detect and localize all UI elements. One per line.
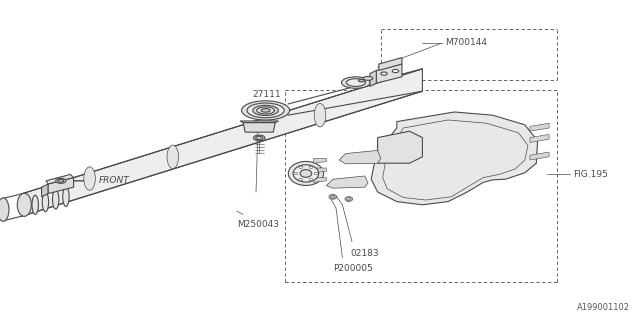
- Ellipse shape: [247, 103, 284, 118]
- Polygon shape: [314, 178, 326, 182]
- Ellipse shape: [63, 187, 69, 206]
- Ellipse shape: [253, 135, 265, 141]
- Ellipse shape: [261, 109, 270, 112]
- Polygon shape: [48, 178, 74, 194]
- Ellipse shape: [309, 166, 313, 168]
- Ellipse shape: [241, 101, 289, 120]
- Ellipse shape: [342, 77, 370, 88]
- Text: A199001102: A199001102: [577, 303, 630, 312]
- Ellipse shape: [345, 196, 353, 202]
- Ellipse shape: [300, 170, 312, 177]
- Text: 27111: 27111: [253, 90, 282, 99]
- Text: 02183: 02183: [350, 249, 379, 258]
- Polygon shape: [530, 123, 549, 131]
- Text: FRONT: FRONT: [99, 176, 130, 185]
- Ellipse shape: [294, 172, 298, 175]
- Polygon shape: [42, 184, 48, 197]
- Ellipse shape: [32, 195, 38, 214]
- Ellipse shape: [314, 104, 326, 127]
- Polygon shape: [371, 112, 538, 205]
- Ellipse shape: [309, 179, 313, 181]
- Ellipse shape: [52, 190, 59, 209]
- Ellipse shape: [257, 107, 275, 114]
- Ellipse shape: [347, 198, 351, 200]
- Text: M700144: M700144: [445, 38, 487, 47]
- Ellipse shape: [299, 166, 303, 168]
- Ellipse shape: [364, 76, 372, 80]
- Ellipse shape: [58, 179, 64, 182]
- Polygon shape: [379, 58, 402, 70]
- Ellipse shape: [17, 193, 31, 216]
- Ellipse shape: [253, 105, 278, 116]
- Polygon shape: [378, 131, 422, 163]
- Ellipse shape: [56, 178, 66, 183]
- Polygon shape: [314, 158, 326, 163]
- Ellipse shape: [288, 162, 323, 186]
- Ellipse shape: [346, 79, 365, 86]
- Ellipse shape: [314, 172, 318, 175]
- Polygon shape: [370, 70, 376, 86]
- Polygon shape: [530, 134, 549, 142]
- Text: P200005: P200005: [333, 264, 372, 273]
- Ellipse shape: [329, 195, 337, 199]
- Ellipse shape: [392, 69, 399, 73]
- Polygon shape: [339, 150, 381, 164]
- Ellipse shape: [293, 165, 319, 182]
- Ellipse shape: [255, 136, 262, 140]
- Ellipse shape: [381, 72, 387, 75]
- Polygon shape: [326, 176, 368, 188]
- Polygon shape: [22, 69, 422, 216]
- Text: FIG.195: FIG.195: [573, 170, 607, 179]
- Ellipse shape: [358, 79, 365, 82]
- Ellipse shape: [330, 195, 335, 198]
- Polygon shape: [240, 121, 278, 123]
- Ellipse shape: [167, 145, 179, 169]
- Ellipse shape: [84, 167, 95, 190]
- Polygon shape: [243, 123, 275, 132]
- Polygon shape: [46, 174, 74, 184]
- Polygon shape: [314, 168, 326, 173]
- Text: M250043: M250043: [237, 220, 279, 229]
- Polygon shape: [376, 64, 402, 83]
- Ellipse shape: [42, 193, 49, 212]
- Ellipse shape: [299, 179, 303, 181]
- Polygon shape: [530, 152, 549, 160]
- Ellipse shape: [0, 198, 9, 221]
